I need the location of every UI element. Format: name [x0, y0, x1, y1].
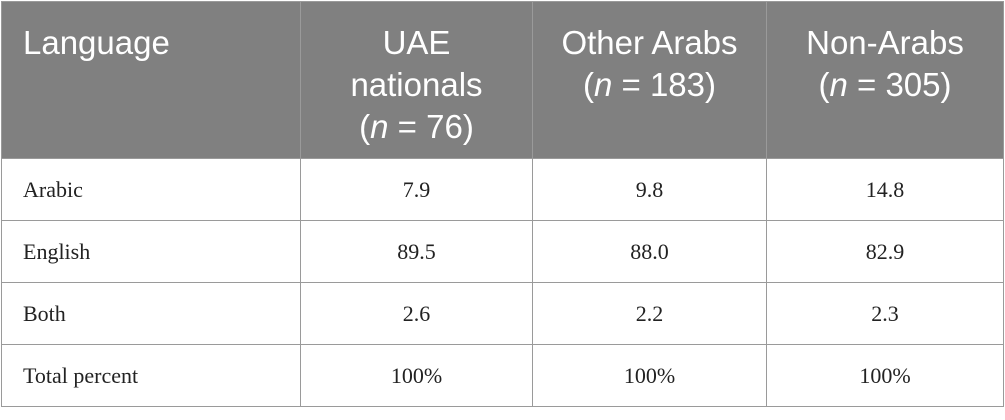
table-row: Arabic 7.9 9.8 14.8: [1, 158, 1004, 221]
row-label: Arabic: [1, 158, 301, 221]
sample-part: = 183): [612, 66, 717, 103]
row-label: Both: [1, 282, 301, 345]
header-row: Language UAE nationals (n = 76) Other Arabs…: [1, 1, 1004, 159]
sample-size: (n = 183): [545, 64, 754, 106]
column-name: UAE nationals: [350, 24, 483, 103]
sample-part: = 305): [847, 66, 952, 103]
sample-part: n: [829, 66, 848, 103]
table-body: Arabic 7.9 9.8 14.8 English 89.5 88.0 82.9 Both 2…: [1, 158, 1004, 407]
row-label: English: [1, 220, 301, 283]
cell: 2.6: [300, 282, 533, 345]
data-table: Language UAE nationals (n = 76) Other Arabs…: [1, 1, 1004, 407]
column-header: Non-Arabs (n = 305): [766, 1, 1004, 159]
column-header: Language: [1, 1, 301, 159]
column-header: Other Arabs (n = 183): [532, 1, 767, 159]
sample-part: = 76): [388, 108, 474, 145]
cell: 2.2: [532, 282, 767, 345]
cell: 89.5: [300, 220, 533, 283]
cell: 82.9: [766, 220, 1004, 283]
column-name: Language: [23, 24, 170, 61]
table-row: Total percent 100% 100% 100%: [1, 344, 1004, 407]
cell: 100%: [766, 344, 1004, 407]
cell: 7.9: [300, 158, 533, 221]
table-row: English 89.5 88.0 82.9: [1, 220, 1004, 283]
sample-part: (: [359, 108, 371, 145]
sample-part: n: [593, 66, 613, 103]
cell: 2.3: [766, 282, 1004, 345]
cell: 88.0: [532, 220, 767, 283]
row-label: Total percent: [1, 344, 301, 407]
column-name: Non-Arabs: [806, 24, 964, 61]
sample-part: (: [582, 66, 594, 103]
cell: 9.8: [532, 158, 767, 221]
column-name: Other Arabs: [561, 24, 738, 61]
cell: 100%: [532, 344, 767, 407]
cell: 14.8: [766, 158, 1004, 221]
sample-part: (: [818, 66, 830, 103]
cell: 100%: [300, 344, 533, 407]
sample-size: (n = 76): [313, 106, 520, 148]
sample-part: n: [370, 108, 389, 145]
sample-size: (n = 305): [779, 64, 991, 106]
column-header: UAE nationals (n = 76): [300, 1, 533, 159]
table-row: Both 2.6 2.2 2.3: [1, 282, 1004, 345]
